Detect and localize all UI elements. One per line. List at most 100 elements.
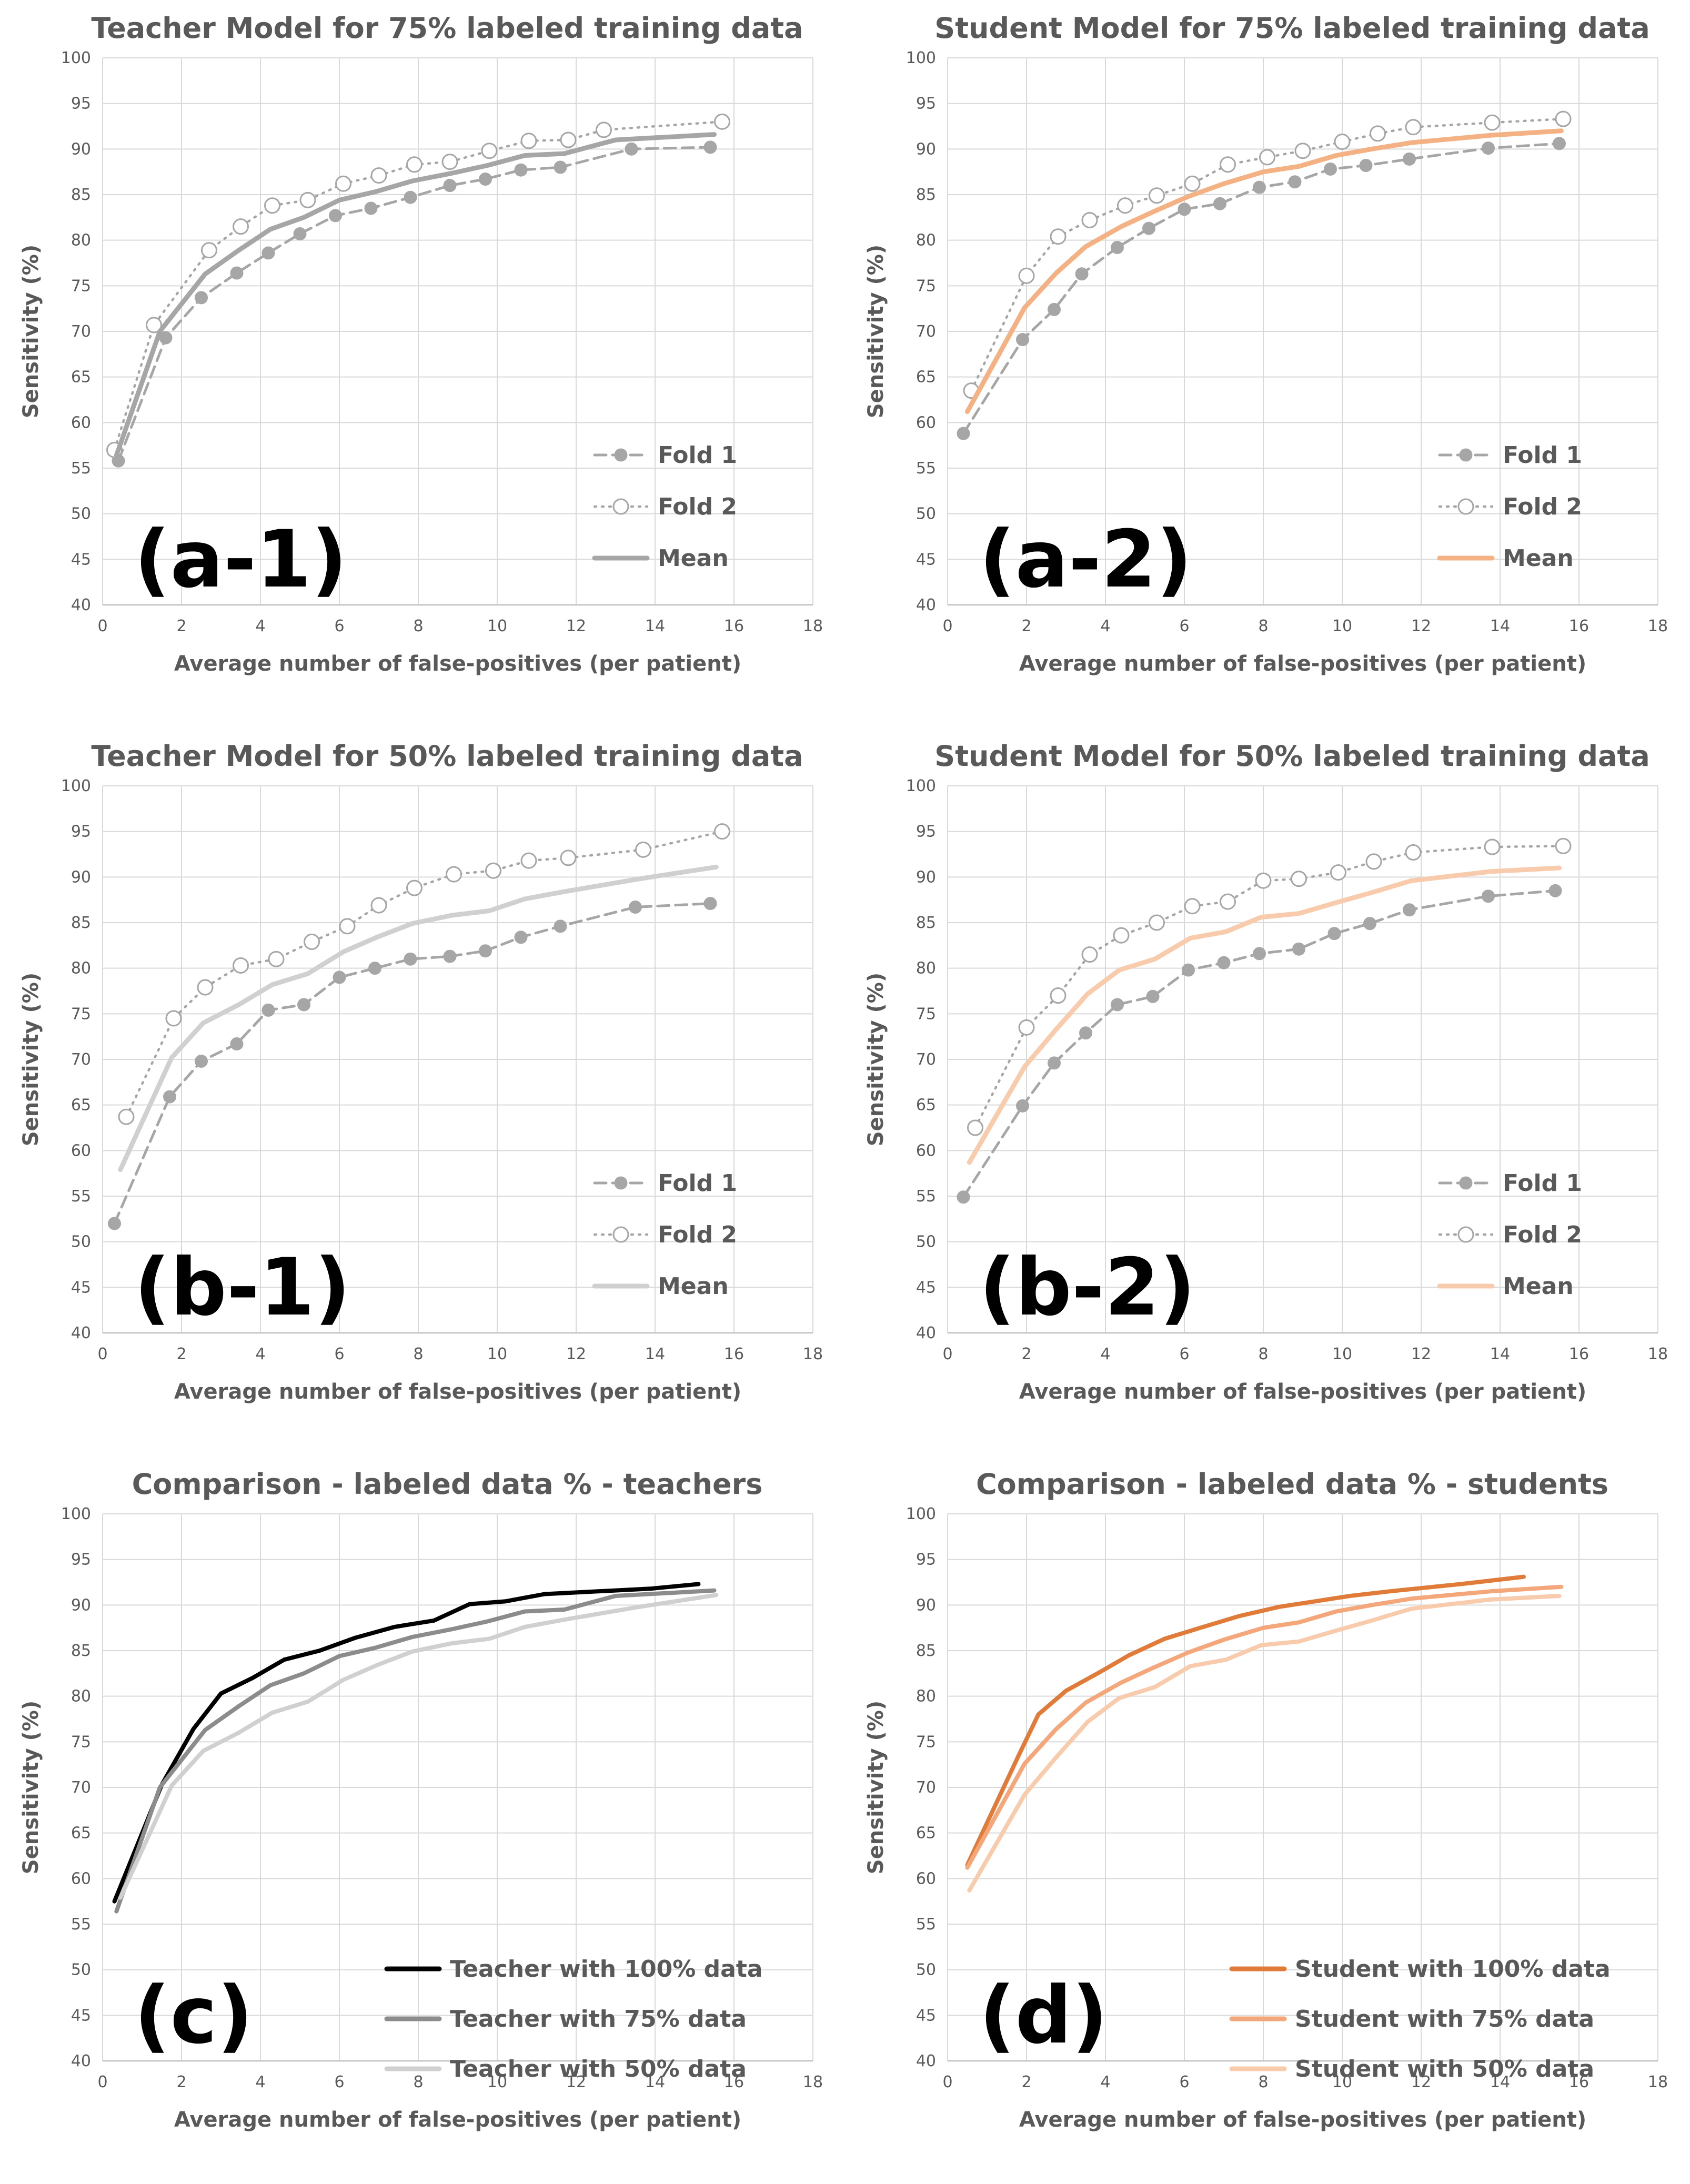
data-point (1405, 119, 1422, 136)
y-tick-label: 55 (916, 459, 936, 478)
legend-label: Fold 1 (658, 1170, 737, 1197)
y-tick-label: 45 (71, 1278, 91, 1297)
panel-label: (a-2) (979, 514, 1192, 605)
data-point (146, 317, 162, 333)
x-tick-label: 14 (1490, 1345, 1510, 1363)
data-point (1548, 884, 1562, 897)
series-student-with-75-data (965, 1584, 1564, 1870)
data-point (1359, 159, 1373, 173)
y-tick-label: 45 (71, 550, 91, 569)
legend-marker (612, 498, 629, 515)
legend-label: Teacher with 100% data (450, 1956, 763, 1983)
chart-c: Comparison - labeled data % - teachers40… (19, 1468, 823, 2132)
y-tick-label: 45 (916, 1278, 936, 1297)
panel-label: (d) (979, 1970, 1108, 2061)
y-tick-label: 75 (916, 277, 936, 295)
chart-d: Comparison - labeled data % - students40… (864, 1468, 1668, 2132)
data-point (1365, 853, 1382, 870)
legend-item: Mean (1437, 545, 1574, 572)
x-tick-label: 10 (487, 1345, 507, 1363)
data-point (195, 291, 208, 305)
data-point (1184, 898, 1201, 915)
chart-b2: Student Model for 50% labeled training d… (864, 740, 1668, 1404)
x-tick-label: 0 (97, 617, 107, 635)
data-point (1330, 864, 1346, 881)
legend-item: Fold 2 (593, 1221, 737, 1248)
chart-title: Student Model for 50% labeled training d… (934, 740, 1649, 773)
data-point (1149, 914, 1165, 931)
data-point (299, 191, 316, 208)
data-point (261, 246, 275, 260)
x-tick-label: 14 (645, 617, 665, 635)
legend-item: Fold 1 (1438, 1170, 1582, 1197)
data-point (629, 901, 642, 914)
series-fold-1 (108, 897, 717, 1230)
data-point (333, 970, 346, 984)
chart-a2: Student Model for 75% labeled training d… (864, 12, 1668, 676)
series-student-with-50-data (967, 1594, 1562, 1893)
panel-label: (a-1) (134, 514, 347, 605)
legend-label: Fold 2 (658, 493, 737, 520)
x-tick-label: 18 (1648, 2073, 1668, 2091)
data-point (560, 850, 577, 866)
data-point (479, 944, 492, 958)
y-axis-label: Sensitivity (%) (864, 973, 888, 1146)
series-mean (967, 865, 1562, 1165)
x-tick-label: 8 (1258, 1345, 1268, 1363)
data-point (1217, 956, 1231, 969)
data-point (370, 167, 387, 184)
series-fold-1 (957, 137, 1566, 440)
y-tick-label: 90 (916, 1596, 936, 1614)
legend: Teacher with 100% data Teacher with 75% d… (384, 1956, 763, 2082)
x-tick-label: 2 (1021, 2073, 1031, 2091)
chart-b1: Teacher Model for 50% labeled training d… (19, 740, 823, 1404)
data-point (268, 951, 285, 967)
y-tick-label: 100 (61, 1505, 91, 1523)
x-tick-label: 16 (724, 617, 744, 635)
x-tick-label: 0 (942, 1345, 952, 1363)
data-point (1405, 844, 1422, 861)
y-tick-label: 65 (71, 1824, 91, 1843)
x-tick-label: 8 (413, 2073, 423, 2091)
panel-c: Comparison - labeled data % - teachers 40… (0, 1456, 845, 2184)
legend-label: Fold 2 (1503, 493, 1582, 520)
series-mean (118, 864, 719, 1172)
series-fold-2 (967, 837, 1572, 1136)
y-tick-label: 70 (71, 1778, 91, 1797)
data-point (364, 201, 378, 215)
data-point (1178, 203, 1191, 216)
legend-label: Fold 1 (1503, 442, 1582, 469)
x-tick-label: 8 (1258, 2073, 1268, 2091)
legend-item: Mean (592, 1273, 729, 1300)
x-tick-label: 0 (97, 1345, 107, 1363)
x-tick-label: 2 (176, 617, 186, 635)
data-point (1555, 837, 1572, 854)
data-point (293, 227, 307, 241)
data-point (441, 154, 458, 170)
y-tick-label: 95 (71, 1551, 91, 1569)
data-point (1555, 110, 1572, 127)
y-tick-label: 75 (71, 1733, 91, 1751)
y-tick-label: 75 (916, 1005, 936, 1023)
x-tick-label: 12 (1411, 1345, 1431, 1363)
x-tick-label: 14 (1490, 617, 1510, 635)
x-tick-label: 6 (334, 2073, 344, 2091)
legend-label: Mean (658, 545, 729, 572)
panel-label: (b-2) (979, 1242, 1195, 1333)
y-tick-label: 90 (71, 140, 91, 158)
legend: Fold 1 Fold 2 Mean (592, 1170, 737, 1300)
data-point (1018, 1019, 1035, 1036)
legend-item: Fold 2 (1438, 1221, 1582, 1248)
x-tick-label: 10 (1332, 2073, 1352, 2091)
x-tick-label: 12 (1411, 2073, 1431, 2091)
y-tick-label: 75 (916, 1733, 936, 1751)
data-point (230, 1037, 244, 1051)
data-point (108, 1217, 121, 1230)
legend-item: Student with 100% data (1229, 1956, 1611, 1983)
series-line (965, 128, 1564, 414)
data-point (159, 331, 173, 345)
series-line (965, 1584, 1564, 1870)
chart-a1: Teacher Model for 75% labeled training d… (19, 12, 823, 676)
data-point (703, 140, 717, 154)
y-tick-label: 95 (71, 95, 91, 113)
